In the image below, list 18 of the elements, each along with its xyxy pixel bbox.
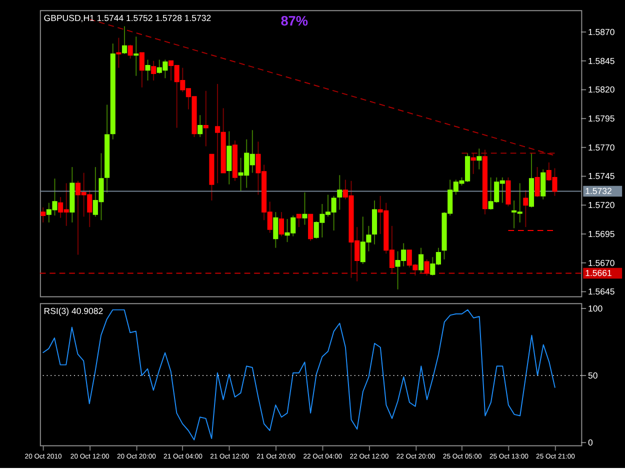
ref-line-label: 1.5732 bbox=[585, 186, 612, 196]
ref-line-label: 1.5661 bbox=[585, 268, 612, 278]
y-tick-label: 1.5670 bbox=[588, 258, 615, 268]
y-tick-label: 1.5695 bbox=[588, 228, 615, 239]
y-tick-label: 1.5720 bbox=[588, 200, 615, 210]
y-tick-label: 0 bbox=[588, 437, 594, 448]
y-tick-label: 1.5795 bbox=[588, 113, 615, 124]
chart-title: GBPUSD,H1 1.5744 1.5752 1.5728 1.5732 bbox=[44, 12, 212, 23]
y-tick-label: 1.5845 bbox=[588, 56, 615, 66]
y-tick-label: 1.5745 bbox=[588, 171, 615, 182]
y-tick-label: 1.5870 bbox=[588, 26, 615, 37]
annotation: 87% bbox=[280, 14, 308, 29]
y-tick-label: 1.5820 bbox=[588, 84, 615, 95]
y-tick-label: 1.5770 bbox=[588, 142, 615, 152]
y-tick-label: 1.5645 bbox=[588, 286, 615, 297]
y-tick-label: 100 bbox=[588, 303, 603, 314]
y-tick-label: 50 bbox=[588, 370, 598, 380]
chart-title: RSI(3) 40.9082 bbox=[44, 306, 104, 316]
